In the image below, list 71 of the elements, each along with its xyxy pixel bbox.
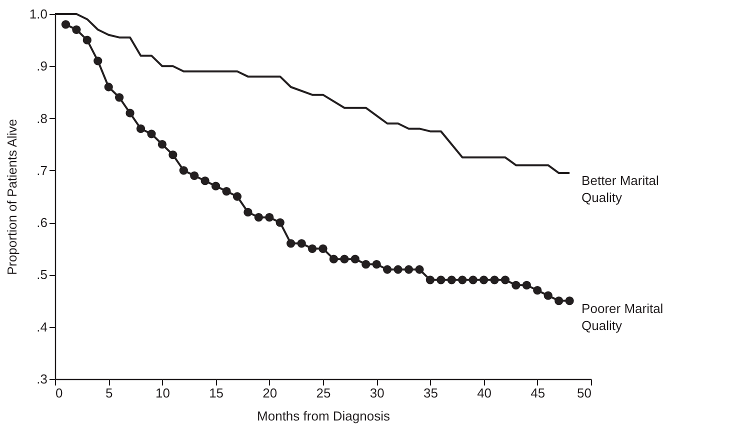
x-axis-title: Months from Diagnosis [257, 408, 390, 424]
x-tick-label: 50 [577, 386, 592, 400]
point [179, 166, 188, 175]
point [382, 265, 392, 274]
y-axis-title: Proportion of Patients Alive [4, 118, 20, 276]
point [168, 150, 178, 160]
point [468, 276, 478, 284]
point [308, 244, 317, 253]
y-tick-label: .5 [36, 267, 48, 282]
point [362, 260, 370, 269]
y-tick-label: .4 [36, 319, 48, 334]
point [297, 239, 306, 248]
x-tick-label: 40 [477, 386, 492, 400]
point [426, 276, 435, 284]
point [254, 213, 264, 222]
point [318, 244, 328, 253]
point [458, 276, 467, 284]
point [276, 218, 284, 227]
point [447, 276, 456, 284]
y-tick-label: 1.0 [29, 6, 48, 22]
point [136, 124, 146, 134]
point [533, 286, 542, 295]
x-tick-label: 5 [105, 386, 113, 400]
point [222, 186, 231, 196]
point [126, 108, 134, 118]
y-tick-label: .6 [36, 215, 48, 230]
point [286, 239, 296, 248]
point [104, 82, 113, 92]
point [415, 265, 424, 274]
point [544, 291, 552, 300]
point [147, 130, 156, 138]
point [372, 260, 381, 269]
x-tick-label: 35 [423, 386, 438, 400]
y-tick-label: .3 [36, 372, 48, 386]
point [522, 280, 532, 290]
point [114, 93, 124, 102]
point [404, 265, 414, 274]
point [329, 254, 338, 264]
point [340, 254, 349, 264]
x-tick-label: 25 [316, 386, 331, 400]
series-label: Poorer Marital Quality [582, 300, 664, 333]
y-tick-label: .7 [36, 162, 48, 178]
x-tick-label: 20 [262, 386, 278, 400]
point [158, 140, 167, 149]
point [265, 213, 274, 222]
point [190, 171, 199, 180]
point [82, 36, 92, 44]
point [394, 265, 402, 274]
point [490, 276, 499, 284]
x-tick-label: 15 [209, 386, 224, 400]
x-tick-label: 10 [155, 386, 170, 400]
point [211, 182, 220, 190]
y-tick-label: .8 [36, 110, 48, 126]
point [232, 192, 242, 201]
point [565, 296, 574, 306]
point [200, 176, 210, 186]
point [94, 56, 102, 66]
point [436, 276, 446, 284]
point [512, 280, 520, 290]
point [500, 276, 510, 284]
point [350, 254, 360, 264]
x-tick-label: 30 [370, 386, 384, 400]
x-tick-label: 0 [56, 386, 63, 400]
x-tick-label: 45 [530, 386, 546, 400]
point [244, 208, 252, 216]
point [479, 276, 488, 284]
series-label: Better Marital Quality [582, 173, 659, 206]
point [554, 296, 564, 306]
y-tick-label: .9 [36, 58, 48, 74]
point [61, 20, 70, 29]
point [72, 25, 81, 34]
